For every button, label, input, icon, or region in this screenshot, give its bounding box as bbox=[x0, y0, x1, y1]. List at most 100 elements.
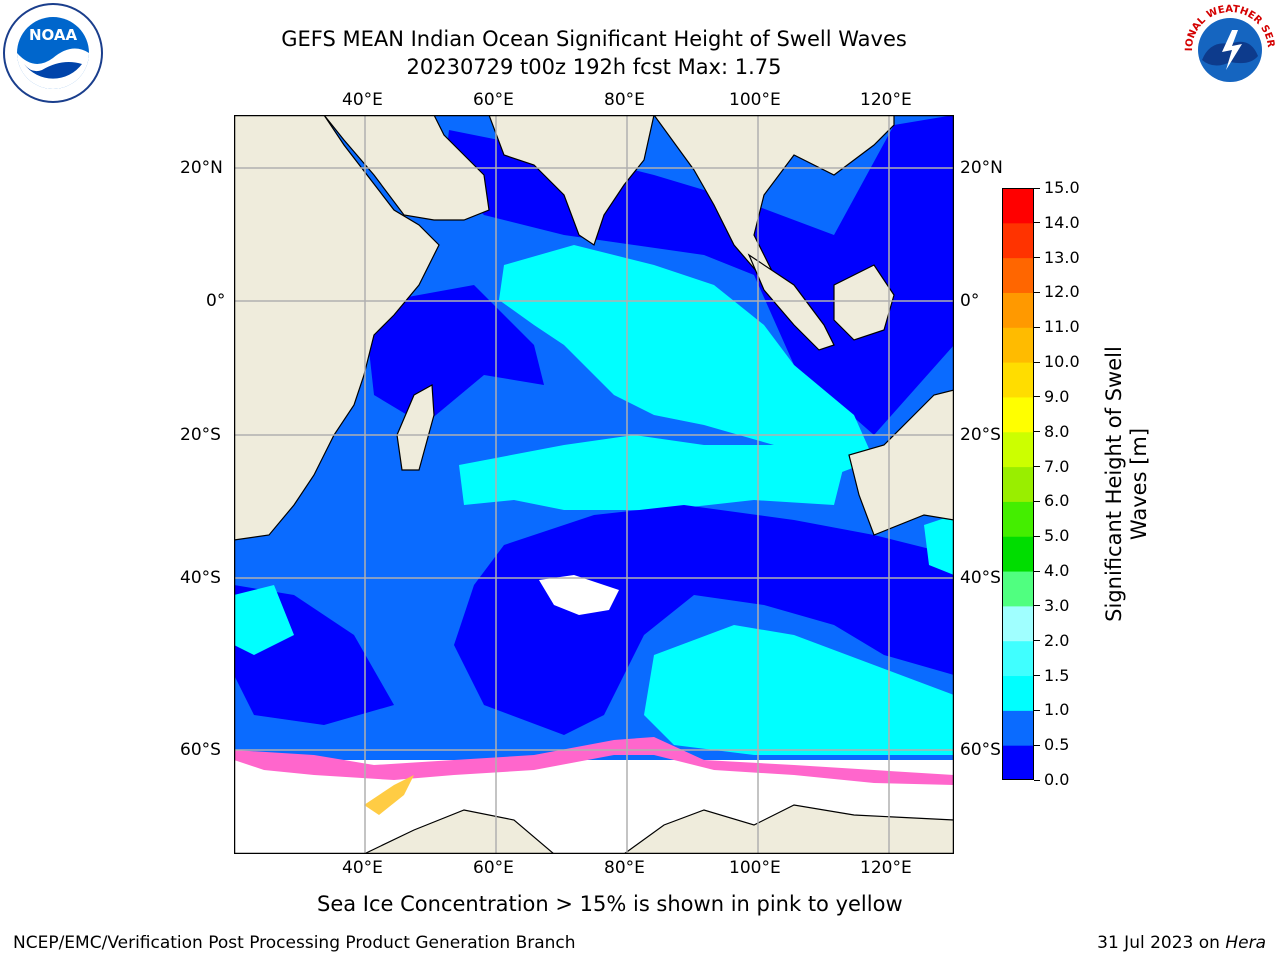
sea-ice-band bbox=[234, 737, 954, 785]
colorbar-tick-mark bbox=[1034, 779, 1040, 781]
map-frame bbox=[233, 114, 955, 855]
gridlines bbox=[234, 115, 954, 854]
lat-label-left: 0° bbox=[206, 291, 226, 311]
colorbar-segment bbox=[1002, 536, 1034, 572]
colorbar-label-line2: Waves [m] bbox=[1127, 427, 1151, 541]
chart-title-line2: 20230729 t00z 192h fcst Max: 1.75 bbox=[406, 55, 782, 79]
colorbar-tick-mark bbox=[1034, 187, 1040, 189]
colorbar bbox=[1002, 188, 1034, 781]
colorbar-tick-mark bbox=[1034, 744, 1040, 746]
lat-label-right: 20°S bbox=[960, 425, 1001, 445]
colorbar-tick-label: 11.0 bbox=[1044, 317, 1080, 337]
india-land bbox=[488, 114, 655, 246]
lon-label-bottom: 80°E bbox=[604, 858, 645, 878]
colorbar-segment bbox=[1002, 745, 1034, 781]
colorbar-segment bbox=[1002, 675, 1034, 711]
colorbar-tick-label: 15.0 bbox=[1044, 178, 1080, 197]
lat-label-left: 40°S bbox=[180, 568, 221, 588]
colorbar-segment bbox=[1002, 605, 1034, 642]
colorbar-segment bbox=[1002, 257, 1034, 293]
colorbar-tick-label: 5.0 bbox=[1044, 526, 1070, 546]
kerguelen-white bbox=[539, 575, 619, 615]
footer-host: Hera bbox=[1225, 933, 1266, 953]
colorbar-tick-label: 0.0 bbox=[1044, 770, 1070, 789]
colorbar-tick-label: 1.5 bbox=[1044, 665, 1070, 685]
footer-left: NCEP/EMC/Verification Post Processing Pr… bbox=[13, 933, 576, 953]
sea-ice-yellow-edge bbox=[364, 775, 414, 815]
colorbar-segment bbox=[1002, 188, 1034, 224]
borneo-land bbox=[833, 264, 895, 341]
colorbar-tick-label: 10.0 bbox=[1044, 352, 1080, 372]
colorbar-tick-mark bbox=[1034, 431, 1040, 433]
colorbar-segment bbox=[1002, 571, 1034, 607]
colorbar-tick-label: 14.0 bbox=[1044, 212, 1080, 232]
colorbar-segment bbox=[1002, 466, 1034, 502]
australia-land bbox=[848, 389, 955, 536]
lon-label-top: 40°E bbox=[342, 90, 383, 110]
colorbar-segment bbox=[1002, 327, 1034, 363]
colorbar-label-line1: Significant Height of Swell bbox=[1102, 346, 1126, 622]
colorbar-tick-label: 0.5 bbox=[1044, 735, 1070, 755]
lon-label-bottom: 60°E bbox=[473, 858, 514, 878]
colorbar-tick-mark bbox=[1034, 361, 1040, 363]
colorbar-tick-label: 1.0 bbox=[1044, 700, 1070, 720]
colorbar-tick-label: 6.0 bbox=[1044, 491, 1070, 511]
lat-label-right: 20°N bbox=[960, 158, 1003, 178]
lon-label-top: 80°E bbox=[604, 90, 645, 110]
colorbar-tick-mark bbox=[1034, 466, 1040, 468]
cyan-patch-southwest bbox=[234, 585, 294, 655]
colorbar-tick-label: 7.0 bbox=[1044, 456, 1070, 476]
footer-date: 31 Jul 2023 on bbox=[1097, 933, 1226, 953]
colorbar-tick-mark bbox=[1034, 500, 1040, 502]
colorbar-tick-label: 8.0 bbox=[1044, 421, 1070, 441]
colorbar-tick-label: 3.0 bbox=[1044, 595, 1070, 615]
colorbar-segment bbox=[1002, 501, 1034, 537]
colorbar-segment bbox=[1002, 222, 1034, 259]
map-border bbox=[233, 114, 955, 855]
colorbar-segment bbox=[1002, 362, 1034, 398]
deep-blue-south bbox=[454, 505, 954, 735]
nws-logo: NATIONAL WEATHER SERVICE bbox=[1176, 0, 1280, 100]
colorbar-tick-label: 9.0 bbox=[1044, 386, 1070, 406]
lat-label-right: 60°S bbox=[960, 740, 1001, 760]
sea-ice-caption: Sea Ice Concentration > 15% is shown in … bbox=[317, 892, 903, 916]
colorbar-tick-label: 2.0 bbox=[1044, 630, 1070, 650]
map-svg bbox=[233, 114, 955, 855]
colorbar-segment bbox=[1002, 292, 1034, 328]
lon-label-bottom: 100°E bbox=[729, 858, 781, 878]
noaa-logo: NOAA bbox=[2, 2, 104, 104]
lat-label-left: 20°S bbox=[180, 425, 221, 445]
cyan-band-southern bbox=[644, 625, 954, 755]
sumatra-land bbox=[747, 253, 835, 351]
lat-label-right: 40°S bbox=[960, 568, 1001, 588]
lon-label-top: 120°E bbox=[860, 90, 912, 110]
cyan-band-equatorial bbox=[499, 245, 874, 475]
colorbar-tick-mark bbox=[1034, 222, 1040, 224]
colorbar-tick-mark bbox=[1034, 396, 1040, 398]
cyan-patch-east bbox=[924, 515, 954, 575]
colorbar-tick-label: 13.0 bbox=[1044, 247, 1080, 267]
chart-title-line1: GEFS MEAN Indian Ocean Significant Heigh… bbox=[281, 27, 907, 51]
lon-label-top: 100°E bbox=[729, 90, 781, 110]
lat-label-left: 60°S bbox=[180, 740, 221, 760]
colorbar-segment bbox=[1002, 640, 1034, 677]
deep-blue-somali bbox=[364, 285, 544, 425]
colorbar-tick-mark bbox=[1034, 640, 1040, 642]
colorbar-ticks: 0.0 0.5 1.0 1.5 2.0 3.0 4.0 5.0 6.0 7.0 8.0 9.0 10.0… bbox=[1034, 179, 1094, 789]
colorbar-tick-mark bbox=[1034, 605, 1040, 607]
colorbar-segment bbox=[1002, 431, 1034, 468]
colorbar-segment bbox=[1002, 396, 1034, 433]
colorbar-tick-mark bbox=[1034, 709, 1040, 711]
colorbar-tick-mark bbox=[1034, 675, 1040, 677]
colorbar-svg bbox=[1002, 188, 1034, 781]
lat-label-right: 0° bbox=[960, 291, 980, 311]
footer-right: 31 Jul 2023 on Hera bbox=[1097, 933, 1266, 953]
colorbar-tick-mark bbox=[1034, 535, 1040, 537]
cyan-band-subtropical bbox=[459, 435, 844, 510]
noaa-logo-text: NOAA bbox=[29, 26, 78, 44]
lat-label-left: 20°N bbox=[180, 158, 223, 178]
colorbar-tick-mark bbox=[1034, 570, 1040, 572]
colorbar-border bbox=[1002, 188, 1034, 780]
lon-label-top: 60°E bbox=[473, 90, 514, 110]
africa-land bbox=[233, 114, 440, 541]
